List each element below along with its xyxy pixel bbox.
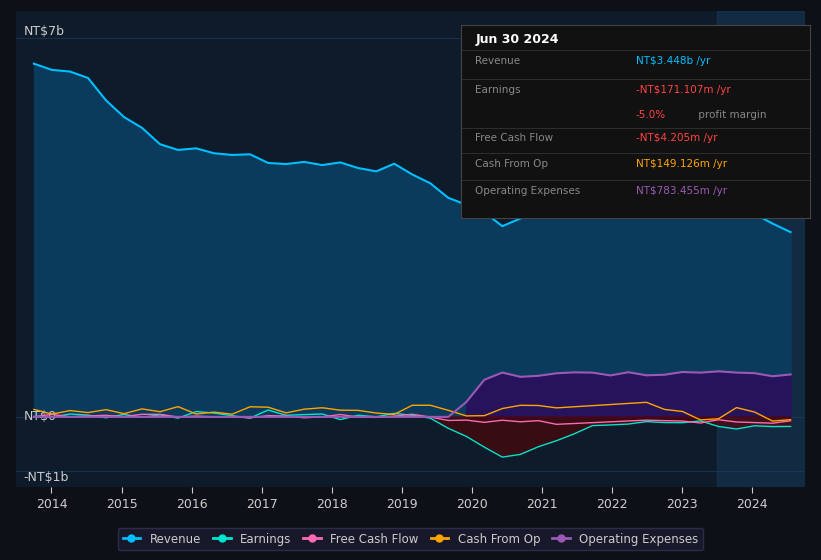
Bar xyxy=(717,11,805,487)
Text: Cash From Op: Cash From Op xyxy=(475,158,548,169)
Text: Earnings: Earnings xyxy=(475,85,521,95)
Text: Free Cash Flow: Free Cash Flow xyxy=(475,133,553,143)
Text: Revenue: Revenue xyxy=(475,56,521,66)
Text: -NT$4.205m /yr: -NT$4.205m /yr xyxy=(636,133,718,143)
Text: NT$0: NT$0 xyxy=(24,410,57,423)
Text: Jun 30 2024: Jun 30 2024 xyxy=(475,33,559,46)
Text: NT$783.455m /yr: NT$783.455m /yr xyxy=(636,185,727,195)
Text: NT$3.448b /yr: NT$3.448b /yr xyxy=(636,56,710,66)
Text: NT$149.126m /yr: NT$149.126m /yr xyxy=(636,158,727,169)
Text: -5.0%: -5.0% xyxy=(636,110,666,120)
Text: -NT$171.107m /yr: -NT$171.107m /yr xyxy=(636,85,731,95)
Text: profit margin: profit margin xyxy=(695,110,767,120)
Legend: Revenue, Earnings, Free Cash Flow, Cash From Op, Operating Expenses: Revenue, Earnings, Free Cash Flow, Cash … xyxy=(118,528,703,550)
Text: Operating Expenses: Operating Expenses xyxy=(475,185,580,195)
Text: NT$7b: NT$7b xyxy=(24,25,64,38)
Text: -NT$1b: -NT$1b xyxy=(24,471,69,484)
